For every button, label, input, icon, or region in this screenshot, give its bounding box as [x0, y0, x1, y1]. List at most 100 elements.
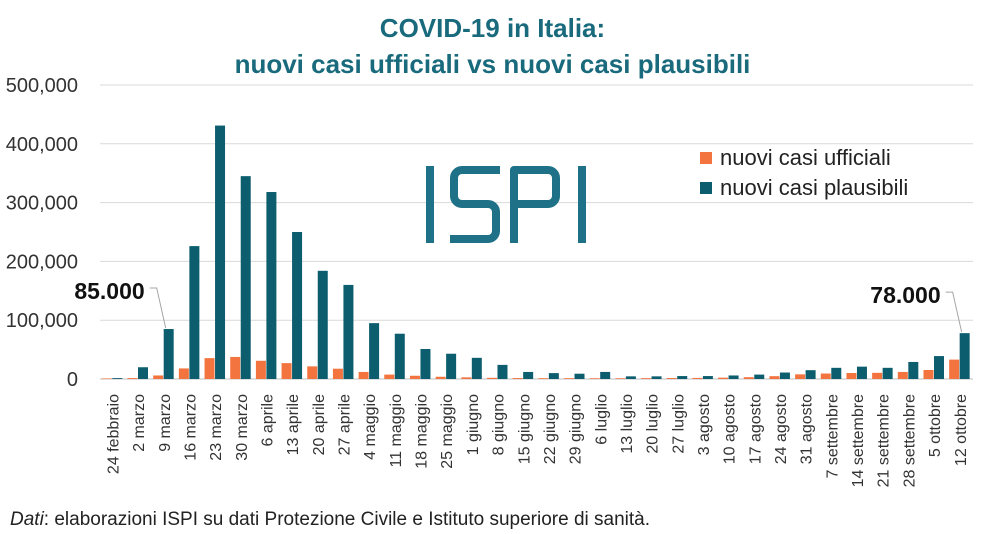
- bar-ufficiali: [230, 356, 241, 379]
- bar-plausibili: [702, 376, 713, 379]
- bar-ufficiali: [769, 376, 780, 379]
- bar-plausibili: [574, 373, 585, 379]
- bar-plausibili: [497, 364, 508, 379]
- annotation-leader-line: [149, 287, 167, 329]
- x-tick-label: 9 marzo: [157, 394, 174, 452]
- bar-plausibili: [112, 378, 123, 379]
- bar-ufficiali: [718, 377, 729, 379]
- x-tick-label: 24 febbraio: [105, 394, 122, 474]
- bar-ufficiali: [743, 377, 754, 379]
- bar-plausibili: [240, 176, 251, 379]
- bar-ufficiali: [153, 375, 164, 379]
- legend-swatch-ufficiali: [700, 152, 712, 164]
- bar-plausibili: [420, 349, 431, 379]
- legend-label-plausibili: nuovi casi plausibili: [720, 175, 909, 200]
- legend-item-ufficiali: nuovi casi ufficiali: [700, 143, 908, 173]
- y-tick-label: 0: [67, 369, 78, 391]
- x-tick-label: 16 marzo: [182, 394, 199, 461]
- bar-ufficiali: [949, 359, 960, 379]
- bar-layer: [101, 125, 970, 380]
- bar-plausibili: [163, 329, 174, 379]
- x-tick-label: 21 settembre: [876, 394, 893, 487]
- x-tick-label: 8 giugno: [491, 394, 508, 455]
- bar-ufficiali: [409, 375, 420, 379]
- grid-layer: [100, 84, 973, 380]
- x-tick-label: 27 luglio: [670, 394, 687, 454]
- bar-ufficiali: [897, 371, 908, 379]
- x-tick-label: 13 luglio: [619, 394, 636, 454]
- bar-plausibili: [292, 232, 303, 379]
- x-tick-label: 20 aprile: [311, 394, 328, 455]
- source-text: : elaborazioni ISPI su dati Protezione C…: [43, 509, 651, 530]
- x-tick-label: 29 giugno: [568, 394, 585, 464]
- legend-label-ufficiali: nuovi casi ufficiali: [720, 145, 891, 170]
- bar-plausibili: [908, 361, 919, 379]
- bar-plausibili: [677, 376, 688, 379]
- bar-ufficiali: [641, 378, 652, 379]
- bar-ufficiali: [820, 373, 831, 379]
- bar-plausibili: [600, 371, 611, 379]
- bar-plausibili: [138, 367, 149, 379]
- bar-plausibili: [343, 284, 354, 379]
- bar-plausibili: [882, 367, 893, 379]
- chart-title: COVID-19 in Italia: nuovi casi ufficiali…: [0, 10, 985, 82]
- bar-ufficiali: [692, 377, 703, 379]
- x-tick-label: 6 luglio: [593, 394, 610, 445]
- logo-letter-s: [450, 166, 500, 243]
- bar-plausibili: [471, 357, 482, 379]
- y-tick-label: 100,000: [6, 310, 78, 332]
- bar-ufficiali: [923, 370, 934, 379]
- bar-ufficiali: [589, 378, 600, 379]
- bar-plausibili: [805, 370, 816, 379]
- ispi-logo: [426, 166, 586, 243]
- bar-plausibili: [548, 373, 559, 379]
- bar-plausibili: [523, 371, 534, 379]
- x-tick-label: 12 ottobre: [953, 394, 970, 466]
- bar-ufficiali: [538, 378, 549, 379]
- bar-plausibili: [266, 192, 277, 379]
- bar-ufficiali: [615, 378, 626, 379]
- annotation-leader-line: [945, 291, 963, 333]
- bar-plausibili: [754, 374, 765, 379]
- bar-plausibili: [369, 323, 380, 379]
- annotation-label: 85.000: [74, 278, 144, 304]
- source-note: Dati: elaborazioni ISPI su dati Protezio…: [10, 509, 650, 531]
- bar-ufficiali: [178, 368, 189, 379]
- chart-title-line-1: COVID-19 in Italia:: [379, 13, 606, 43]
- x-tick-label: 13 aprile: [285, 394, 302, 455]
- y-tick-label: 400,000: [6, 134, 78, 156]
- bar-plausibili: [317, 270, 328, 379]
- source-label: Dati: [10, 509, 44, 530]
- bar-ufficiali: [127, 378, 138, 379]
- bar-plausibili: [446, 353, 457, 379]
- bar-ufficiali: [461, 377, 472, 379]
- y-tick-label: 300,000: [6, 193, 78, 215]
- x-tick-label: 20 luglio: [645, 394, 662, 454]
- bar-ufficiali: [564, 378, 575, 379]
- bar-ufficiali: [666, 378, 677, 379]
- logo-letter-p: [510, 166, 560, 243]
- bar-ufficiali: [358, 371, 369, 379]
- x-tick-label: 1 giugno: [465, 394, 482, 455]
- bar-plausibili: [959, 333, 970, 379]
- x-tick-label: 27 aprile: [337, 394, 354, 455]
- legend: nuovi casi ufficiali nuovi casi plausibi…: [700, 143, 908, 203]
- bar-plausibili: [394, 333, 405, 379]
- legend-swatch-plausibili: [700, 182, 712, 194]
- bar-plausibili: [779, 372, 790, 379]
- x-tick-label: 18 maggio: [414, 394, 431, 469]
- bar-plausibili: [856, 366, 867, 379]
- bar-ufficiali: [204, 358, 215, 379]
- bar-plausibili: [651, 376, 662, 379]
- bar-plausibili: [933, 356, 944, 379]
- bar-ufficiali: [795, 374, 806, 379]
- x-tick-label: 14 settembre: [850, 394, 867, 487]
- x-tick-label: 11 maggio: [388, 394, 405, 468]
- x-tick-label: 24 agosto: [773, 394, 790, 464]
- chart-title-line-2: nuovi casi ufficiali vs nuovi casi plaus…: [234, 49, 751, 79]
- bar-ufficiali: [435, 376, 446, 379]
- bar-plausibili: [215, 125, 226, 379]
- x-tick-label: 10 agosto: [722, 394, 739, 464]
- bar-ufficiali: [872, 372, 883, 379]
- bar-ufficiali: [332, 368, 343, 379]
